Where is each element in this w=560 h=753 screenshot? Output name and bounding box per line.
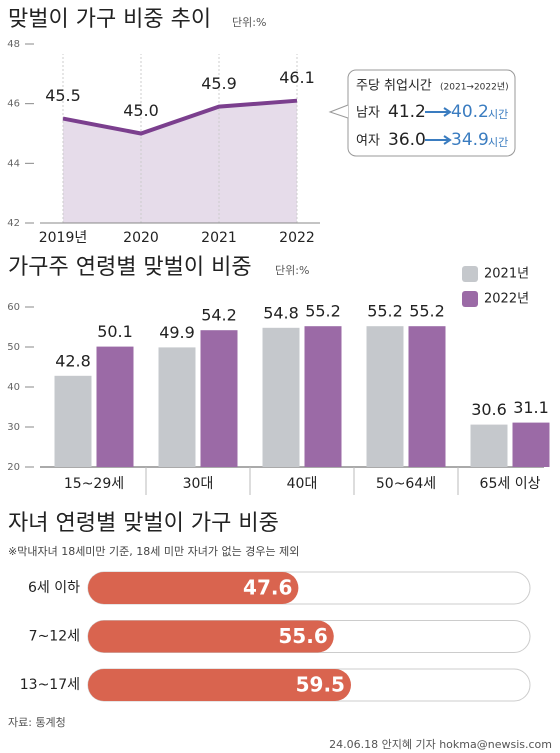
value-label: 42.8 xyxy=(55,351,91,370)
y-tick-label: 40 xyxy=(7,382,20,393)
legend-swatch xyxy=(462,266,478,282)
value-label: 46.1 xyxy=(279,68,315,87)
value-label: 45.0 xyxy=(123,101,159,120)
bar xyxy=(262,327,300,467)
credit: 24.06.18 안지혜 기자 hokma@newsis.com xyxy=(329,738,552,751)
y-tick-label: 46 xyxy=(7,99,20,110)
x-tick-label: 2020 xyxy=(123,230,159,246)
bar xyxy=(54,375,92,467)
value-label: 45.5 xyxy=(45,86,81,105)
chart-title: 자녀 연령별 맞벌이 가구 비중 xyxy=(8,511,279,536)
callout-unit: 시간 xyxy=(488,136,508,149)
y-tick-label: 50 xyxy=(7,342,20,353)
legend-label: 2021년 xyxy=(484,267,529,282)
callout-pointer xyxy=(328,104,349,119)
bar xyxy=(88,669,351,701)
callout-arrow-head xyxy=(443,135,452,145)
callout-from: 41.2 xyxy=(388,102,426,122)
x-tick-label: 65세 이상 xyxy=(480,476,541,492)
value-label: 55.2 xyxy=(367,302,403,321)
unit: 단위:% xyxy=(275,264,309,277)
y-tick-label: 48 xyxy=(7,39,20,50)
chart-title: 맞벌이 가구 비중 추이 xyxy=(8,7,211,32)
y-tick-label: 20 xyxy=(7,462,20,473)
y-tick-label: 6세 이하 xyxy=(28,580,80,596)
bar xyxy=(88,572,299,604)
source: 자료: 통계청 xyxy=(8,716,66,729)
unit: 단위:% xyxy=(232,16,266,29)
value-label: 31.1 xyxy=(513,398,549,417)
value-label: 47.6 xyxy=(243,576,292,600)
callout-label: 남자 xyxy=(356,106,380,121)
x-tick-label: 2021 xyxy=(201,230,237,246)
x-tick-label: 2022 xyxy=(279,230,315,246)
value-label: 59.5 xyxy=(296,673,345,697)
bar xyxy=(408,326,446,467)
value-label: 55.2 xyxy=(409,302,445,321)
y-tick-label: 60 xyxy=(7,302,20,313)
callout-label: 여자 xyxy=(356,134,380,149)
bar xyxy=(200,330,238,467)
y-tick-label: 44 xyxy=(7,158,20,169)
callout-unit: 시간 xyxy=(488,108,508,121)
y-tick-label: 42 xyxy=(7,218,20,229)
callout-arrow-head xyxy=(443,107,452,117)
y-tick-label: 30 xyxy=(7,422,20,433)
bar xyxy=(304,326,342,467)
legend-swatch xyxy=(462,291,478,307)
x-tick-label: 2019년 xyxy=(39,230,88,246)
bar xyxy=(366,326,404,467)
value-label: 49.9 xyxy=(159,323,195,342)
bar xyxy=(512,422,550,467)
x-tick-label: 40대 xyxy=(287,476,318,492)
bar xyxy=(88,620,334,653)
legend-label: 2022년 xyxy=(484,292,529,307)
y-tick-label: 7~12세 xyxy=(29,629,80,645)
callout: 주당 취업시간 (2021→2022년) 남자 41.2 40.2 시간 여자 … xyxy=(328,69,516,157)
callout-title: 주당 취업시간 xyxy=(356,79,432,94)
value-label: 54.8 xyxy=(263,303,299,322)
bar xyxy=(470,424,508,467)
bar xyxy=(158,347,196,467)
value-label: 30.6 xyxy=(471,400,507,419)
value-label: 55.6 xyxy=(278,624,327,648)
value-label: 45.9 xyxy=(201,74,237,93)
x-tick-label: 30대 xyxy=(183,476,214,492)
value-label: 50.1 xyxy=(97,322,133,341)
chart-subtitle: ※막내자녀 18세미만 기준, 18세 미만 자녀가 없는 경우는 제외 xyxy=(8,545,299,558)
callout-to: 34.9 xyxy=(451,130,489,150)
callout-to: 40.2 xyxy=(451,102,489,122)
x-tick-label: 50~64세 xyxy=(376,476,436,492)
chart-title: 가구주 연령별 맞벌이 비중 xyxy=(8,255,252,280)
value-label: 54.2 xyxy=(201,306,237,325)
x-tick-label: 15~29세 xyxy=(64,476,124,492)
callout-period: (2021→2022년) xyxy=(440,82,509,93)
y-tick-label: 13~17세 xyxy=(20,677,80,693)
callout-from: 36.0 xyxy=(388,130,426,150)
value-label: 55.2 xyxy=(305,302,341,321)
bar xyxy=(96,346,134,467)
line xyxy=(62,98,298,136)
